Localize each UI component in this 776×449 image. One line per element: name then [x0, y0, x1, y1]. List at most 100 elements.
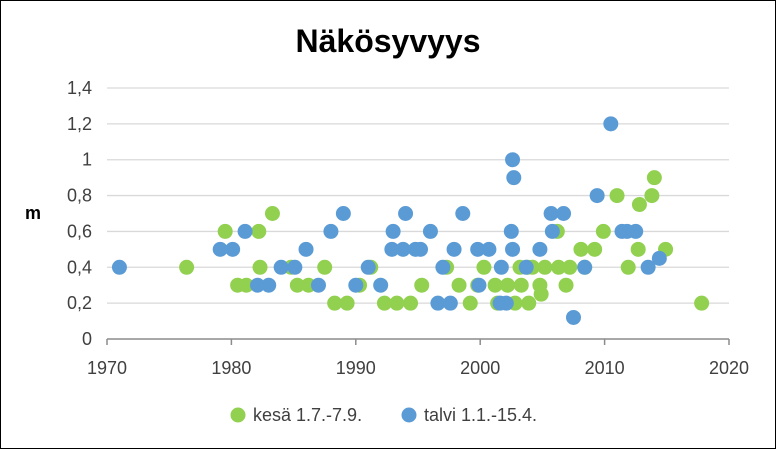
y-tick-label: 0,8	[67, 186, 92, 206]
chart-title: Näkösyvyys	[295, 23, 480, 59]
y-axis-label: m	[25, 203, 41, 223]
point-kesa	[533, 286, 549, 302]
point-talvi	[335, 206, 351, 221]
point-talvi	[273, 259, 289, 275]
point-kesa	[487, 277, 503, 293]
point-talvi	[323, 223, 339, 239]
point-kesa	[179, 259, 195, 275]
point-kesa	[339, 295, 355, 311]
point-kesa	[251, 223, 267, 239]
legend-label: kesä 1.7.-7.9.	[253, 405, 362, 425]
point-kesa	[238, 277, 254, 293]
point-kesa	[644, 188, 660, 204]
point-kesa	[217, 223, 233, 239]
point-talvi	[532, 241, 548, 257]
point-talvi	[446, 241, 462, 257]
axes	[106, 338, 730, 345]
point-talvi	[493, 259, 509, 275]
point-talvi	[225, 241, 241, 257]
point-kesa	[620, 259, 636, 275]
point-kesa	[537, 259, 553, 275]
gridlines	[107, 87, 729, 304]
point-kesa	[376, 295, 392, 311]
point-talvi	[518, 259, 534, 275]
point-kesa	[609, 188, 625, 204]
point-talvi	[603, 116, 619, 132]
point-talvi	[640, 259, 656, 275]
point-kesa	[451, 277, 467, 293]
y-tick-label: 1,4	[67, 78, 92, 98]
point-kesa	[521, 295, 537, 311]
point-kesa	[513, 277, 529, 293]
point-talvi	[398, 206, 414, 221]
y-tick-label: 0,2	[67, 293, 92, 313]
point-talvi	[455, 206, 471, 221]
point-talvi	[556, 206, 572, 221]
point-kesa	[327, 295, 343, 311]
point-talvi	[470, 241, 486, 257]
x-tick-label: 2020	[709, 358, 749, 378]
x-tick-label: 2000	[460, 358, 500, 378]
point-kesa	[630, 241, 646, 257]
point-talvi	[412, 241, 428, 257]
point-talvi	[566, 309, 581, 325]
point-kesa	[389, 295, 405, 311]
point-kesa	[414, 277, 430, 293]
y-tick-label: 1,2	[67, 114, 92, 134]
point-talvi	[310, 277, 326, 293]
y-tick-label: 1	[82, 150, 92, 170]
legend: kesä 1.7.-7.9. talvi 1.1.-15.4.	[230, 405, 537, 425]
point-kesa	[587, 241, 603, 257]
point-kesa	[289, 277, 305, 293]
point-talvi	[505, 241, 521, 257]
point-talvi	[505, 152, 521, 168]
point-talvi	[384, 241, 400, 257]
point-talvi	[373, 277, 389, 293]
point-kesa	[573, 241, 589, 257]
point-kesa	[646, 170, 662, 186]
point-talvi	[503, 223, 519, 239]
legend-label: talvi 1.1.-15.4.	[424, 405, 537, 425]
x-tick-label: 2010	[585, 358, 625, 378]
point-talvi	[348, 277, 364, 293]
x-tick-labels: 1970 1980 1990 2000 2010 2020	[87, 358, 749, 378]
point-kesa	[252, 259, 268, 275]
point-kesa	[403, 295, 419, 311]
point-talvi	[543, 206, 559, 221]
point-talvi	[422, 223, 438, 239]
point-talvi	[544, 223, 560, 239]
point-kesa	[595, 223, 611, 239]
point-talvi	[250, 277, 266, 293]
point-kesa	[558, 277, 574, 293]
point-kesa	[476, 259, 492, 275]
point-talvi	[395, 241, 411, 257]
point-talvi	[212, 241, 228, 257]
x-tick-label: 1980	[211, 358, 251, 378]
point-talvi	[628, 223, 644, 239]
point-talvi	[471, 277, 487, 293]
y-tick-label: 0,4	[67, 257, 92, 277]
point-talvi	[481, 241, 497, 257]
point-kesa	[462, 295, 478, 311]
point-kesa	[264, 206, 280, 221]
point-talvi	[506, 170, 522, 186]
point-talvi	[430, 295, 446, 311]
legend-marker	[230, 407, 246, 423]
point-talvi	[435, 259, 451, 275]
point-talvi	[651, 250, 667, 266]
y-tick-labels: 0 0,2 0,4 0,6 0,8 1 1,2 1,4	[67, 78, 92, 349]
point-talvi	[287, 259, 303, 275]
point-talvi	[577, 259, 593, 275]
point-talvi	[442, 295, 458, 311]
point-talvi	[498, 295, 514, 311]
point-kesa	[631, 197, 647, 213]
legend-marker	[401, 407, 417, 423]
point-talvi	[111, 259, 127, 275]
point-kesa	[562, 259, 578, 275]
y-tick-label: 0	[82, 329, 92, 349]
point-kesa	[694, 295, 710, 311]
y-tick-label: 0,6	[67, 221, 92, 241]
point-talvi	[385, 223, 401, 239]
